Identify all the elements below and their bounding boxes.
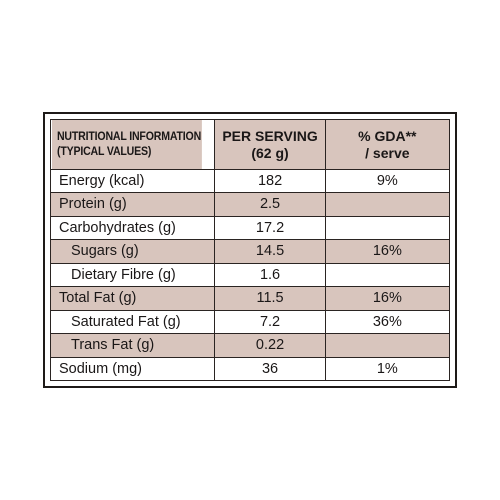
row-gda: 9%	[324, 168, 451, 194]
row-value: 0.22	[214, 333, 326, 358]
row-value: 7.2	[214, 309, 326, 335]
nutrition-info-header: NUTRITIONAL INFORMATION (TYPICAL VALUES)	[50, 119, 203, 170]
table-row-carbohydrates: Carbohydrates (g) 17.2	[49, 215, 451, 241]
per-serving-size: (62 g)	[251, 144, 289, 161]
table-row-sodium: Sodium (mg) 36 1%	[49, 356, 451, 381]
row-gda: 1%	[324, 356, 451, 381]
per-serving-title: PER SERVING	[222, 127, 318, 144]
nutrition-info-title: NUTRITIONAL INFORMATION	[56, 131, 201, 144]
gda-subtitle: / serve	[365, 144, 410, 161]
row-value: 2.5	[214, 192, 326, 217]
row-label: Protein (g)	[49, 192, 216, 217]
table-row-total-fat: Total Fat (g) 11.5 16%	[49, 286, 451, 311]
row-value: 36	[214, 356, 326, 381]
gda-header: % GDA** / serve	[324, 119, 451, 170]
table-row-protein: Protein (g) 2.5	[49, 192, 451, 217]
row-label: Saturated Fat (g)	[49, 309, 216, 335]
row-gda: 36%	[324, 309, 451, 335]
table-header-row: NUTRITIONAL INFORMATION (TYPICAL VALUES)…	[50, 119, 451, 170]
table-row-energy: Energy (kcal) 182 9%	[49, 168, 451, 194]
nutrition-table: NUTRITIONAL INFORMATION (TYPICAL VALUES)…	[49, 119, 451, 381]
row-value: 11.5	[214, 286, 326, 311]
row-value: 14.5	[214, 239, 326, 264]
row-gda	[324, 192, 451, 217]
row-label: Energy (kcal)	[49, 168, 216, 194]
row-label: Carbohydrates (g)	[49, 215, 216, 241]
nutrition-info-subtitle: (TYPICAL VALUES)	[56, 145, 151, 158]
row-label: Sodium (mg)	[49, 356, 216, 381]
row-gda	[324, 262, 451, 288]
table-row-trans-fat: Trans Fat (g) 0.22	[49, 333, 451, 358]
table-row-saturated-fat: Saturated Fat (g) 7.2 36%	[49, 309, 451, 335]
row-label: Sugars (g)	[49, 239, 216, 264]
row-gda: 16%	[324, 286, 451, 311]
row-label: Trans Fat (g)	[49, 333, 216, 358]
table-row-dietary-fibre: Dietary Fibre (g) 1.6	[49, 262, 451, 288]
row-label: Total Fat (g)	[49, 286, 216, 311]
row-gda	[324, 333, 451, 358]
gda-title: % GDA**	[358, 127, 417, 144]
per-serving-header: PER SERVING (62 g)	[214, 119, 326, 170]
table-row-sugars: Sugars (g) 14.5 16%	[49, 239, 451, 264]
row-value: 17.2	[214, 215, 326, 241]
row-value: 1.6	[214, 262, 326, 288]
row-label: Dietary Fibre (g)	[49, 262, 216, 288]
row-gda: 16%	[324, 239, 451, 264]
row-gda	[324, 215, 451, 241]
row-value: 182	[214, 168, 326, 194]
nutrition-table-frame: NUTRITIONAL INFORMATION (TYPICAL VALUES)…	[43, 112, 457, 388]
